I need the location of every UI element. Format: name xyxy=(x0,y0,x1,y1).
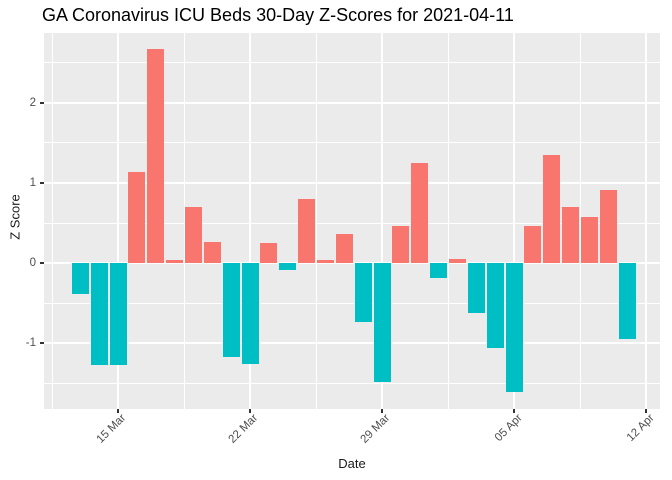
bar-21-mar xyxy=(222,263,240,358)
bar-24-mar xyxy=(279,263,297,270)
x-tick-label: 22 Mar xyxy=(226,412,261,446)
gridline-h-major xyxy=(44,101,660,104)
bar-08-apr xyxy=(562,207,580,264)
gridline-v-major xyxy=(381,33,383,409)
bar-16-mar xyxy=(128,171,146,264)
bar-04-apr xyxy=(486,263,504,349)
gridline-h-major xyxy=(44,342,660,345)
y-tick-label: 2 xyxy=(29,96,36,109)
gridline-h-minor xyxy=(44,142,660,144)
gridline-h-minor xyxy=(44,222,660,224)
bar-25-mar xyxy=(298,199,316,264)
bar-31-mar xyxy=(411,162,429,264)
x-tick-mark xyxy=(381,409,383,413)
x-tick-mark xyxy=(645,409,647,413)
bar-10-apr xyxy=(599,190,617,264)
bar-19-mar xyxy=(184,207,202,264)
gridline-h-minor xyxy=(44,302,660,304)
y-tick-mark xyxy=(40,262,44,265)
y-tick-label: -1 xyxy=(25,337,36,350)
gridline-v-minor xyxy=(183,33,185,409)
x-tick-mark xyxy=(249,409,251,413)
bar-30-mar xyxy=(392,225,410,264)
y-axis-title: Z Score xyxy=(7,194,23,240)
bar-14-mar xyxy=(90,263,108,366)
bar-22-mar xyxy=(241,263,259,365)
gridline-v-major xyxy=(117,33,119,409)
gridline-h-major xyxy=(44,182,660,184)
bar-15-mar xyxy=(109,263,127,366)
bar-13-mar xyxy=(71,263,89,295)
bar-28-mar xyxy=(354,263,372,322)
x-tick-mark xyxy=(513,409,515,413)
bar-11-apr xyxy=(618,263,636,339)
bar-09-apr xyxy=(580,216,598,264)
y-tick-mark xyxy=(40,342,44,345)
gridline-v-minor xyxy=(315,33,317,409)
y-tick-label: 1 xyxy=(29,177,36,189)
bar-05-apr xyxy=(505,263,523,392)
gridline-v-major xyxy=(513,33,515,409)
x-tick-label: 15 Mar xyxy=(94,412,129,446)
y-tick-mark xyxy=(40,101,44,104)
x-tick-label: 12 Apr xyxy=(624,412,657,444)
gridline-v-minor xyxy=(447,33,449,409)
x-tick-label: 05 Apr xyxy=(492,412,525,444)
bar-23-mar xyxy=(260,243,278,264)
bar-27-mar xyxy=(335,234,353,264)
bar-26-mar xyxy=(316,259,334,264)
bar-03-apr xyxy=(467,263,485,313)
x-tick-mark xyxy=(117,409,119,413)
x-axis-title: Date xyxy=(338,456,366,471)
bar-06-apr xyxy=(524,225,542,264)
bar-29-mar xyxy=(373,263,391,382)
gridline-h-minor xyxy=(44,383,660,384)
bar-02-apr xyxy=(448,259,466,264)
bar-01-apr xyxy=(430,263,448,278)
gridline-h-minor xyxy=(44,62,660,64)
gridline-v-minor xyxy=(51,33,53,409)
bar-07-apr xyxy=(543,154,561,264)
y-tick-label: 0 xyxy=(29,257,36,270)
bar-20-mar xyxy=(203,241,221,264)
gridline-v-minor xyxy=(579,33,581,409)
x-tick-label: 29 Mar xyxy=(358,412,393,446)
chart-title: GA Coronavirus ICU Beds 30-Day Z-Scores … xyxy=(42,5,514,25)
gridline-h-major xyxy=(44,262,660,265)
gridline-v-major xyxy=(645,33,647,409)
y-tick-mark xyxy=(40,182,44,184)
gridline-v-major xyxy=(249,33,251,409)
plot-panel xyxy=(44,33,660,409)
bar-18-mar xyxy=(166,259,184,264)
bar-17-mar xyxy=(147,49,165,264)
